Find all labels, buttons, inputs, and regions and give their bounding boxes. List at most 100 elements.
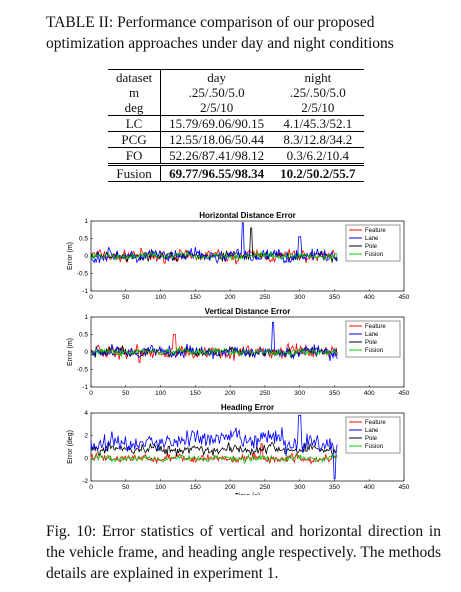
series-line-feature [90, 443, 338, 465]
table-cell: 4.1/45.3/52.1 [272, 115, 364, 132]
series-line-lane [90, 414, 338, 480]
series-line-fusion [90, 346, 338, 358]
x-tick-label: 150 [190, 294, 201, 301]
table-cell: 8.3/12.8/34.2 [272, 131, 364, 148]
x-tick-label: 50 [122, 294, 130, 301]
table-row: m .25/.50/5.0 .25/.50/5.0 [108, 85, 364, 100]
x-axis-label: Time (s) [235, 493, 260, 495]
legend-entry: Lane [365, 428, 379, 434]
y-tick-label: 0 [84, 455, 88, 462]
table-header-cell: dataset [108, 69, 162, 85]
y-tick-label: -0.5 [77, 367, 89, 374]
series-line-fusion [90, 453, 338, 464]
y-tick-label: 0.5 [79, 332, 88, 339]
y-tick-label: -0.5 [77, 271, 89, 278]
x-tick-label: 450 [399, 294, 410, 301]
table-cell: .25/.50/5.0 [289, 85, 346, 100]
x-tick-label: 400 [364, 390, 375, 397]
table-cell: 15.79/69.06/90.15 [160, 115, 273, 132]
table-header-row: dataset day night [108, 69, 364, 85]
legend-box [345, 224, 401, 262]
y-axis-label: Error (m) [67, 338, 74, 366]
table-cell: PCG [108, 131, 162, 148]
legend-entry: Fusion [365, 348, 383, 354]
x-tick-label: 400 [364, 294, 375, 301]
legend-entry: Feature [365, 324, 386, 330]
series-line-fusion [90, 250, 338, 261]
table-cell: .25/.50/5.0 [188, 85, 245, 100]
table-row: deg 2/5/10 2/5/10 [108, 100, 364, 116]
table-header-cell: night [272, 69, 364, 85]
table-cell: 2/5/10 [199, 100, 234, 115]
x-tick-label: 150 [190, 484, 201, 491]
x-tick-label: 300 [294, 484, 305, 491]
error-figure: Horizontal Distance Error 0 50 100 150 200 250… [60, 205, 420, 500]
y-tick-label: 0 [84, 349, 88, 356]
x-tick-label: 50 [122, 484, 130, 491]
table-cell: LC [108, 115, 162, 132]
x-tick-label: 200 [225, 390, 236, 397]
table-cell: 12.55/18.06/50.44 [160, 131, 273, 148]
series-line-lane [90, 222, 338, 264]
table-row: LC 15.79/69.06/90.15 4.1/45.3/52.1 [108, 115, 364, 132]
x-tick-label: 100 [155, 294, 166, 301]
x-tick-label: 250 [259, 390, 270, 397]
x-tick-label: 400 [364, 484, 375, 491]
y-tick-label: 0.5 [79, 236, 88, 243]
x-tick-label: 250 [259, 484, 270, 491]
legend-entry: Pole [365, 340, 378, 346]
table-cell: 2/5/10 [301, 100, 335, 115]
table-cell: 10.2/50.2/55.7 [272, 163, 364, 182]
legend-box [345, 416, 401, 454]
y-tick-label: -1 [82, 288, 88, 295]
chart-title: Heading Error [221, 403, 274, 412]
x-tick-label: 450 [399, 484, 410, 491]
x-tick-label: 300 [294, 390, 305, 397]
x-tick-label: 50 [122, 390, 130, 397]
plot-frame [90, 412, 405, 482]
x-tick-label: 0 [89, 294, 93, 301]
table-cell: 52.26/87.41/98.12 [160, 147, 273, 165]
legend-entry: Feature [365, 420, 386, 426]
x-tick-label: 250 [259, 294, 270, 301]
legend-entry: Feature [365, 228, 386, 234]
figure-caption: Fig. 10: Error statistics of vertical an… [46, 523, 441, 582]
x-tick-label: 350 [329, 294, 340, 301]
table-cell: FO [108, 147, 162, 165]
table-cell: 69.77/96.55/98.34 [160, 163, 273, 182]
series-line-feature [90, 334, 338, 363]
table-caption: TABLE II: Performance comparison of our … [46, 14, 394, 52]
table-row: Fusion 69.77/96.55/98.34 10.2/50.2/55.7 [108, 163, 364, 182]
x-tick-label: 200 [225, 484, 236, 491]
legend-entry: Pole [365, 244, 378, 250]
y-tick-label: 1 [84, 218, 88, 225]
y-axis-label: Error (m) [67, 242, 74, 270]
y-tick-label: -2 [82, 478, 88, 485]
table-row: PCG 12.55/18.06/50.44 8.3/12.8/34.2 [108, 131, 364, 148]
table-cell: deg [108, 100, 162, 116]
chart-title: Vertical Distance Error [205, 307, 291, 316]
y-tick-label: 2 [84, 433, 88, 440]
y-axis-label: Error (deg) [67, 430, 74, 464]
x-tick-label: 100 [155, 390, 166, 397]
x-tick-label: 350 [329, 484, 340, 491]
legend-entry: Fusion [365, 252, 383, 258]
table-header-cell: day [160, 69, 273, 85]
x-tick-label: 100 [155, 484, 166, 491]
chart-title: Horizontal Distance Error [199, 211, 295, 220]
table-cell: Fusion [108, 163, 162, 182]
table-row: FO 52.26/87.41/98.12 0.3/6.2/10.4 [108, 147, 364, 165]
y-tick-label: 1 [84, 314, 88, 321]
legend-box [345, 320, 401, 358]
table-cell: m [108, 85, 162, 100]
y-tick-label: 4 [84, 410, 88, 417]
legend-entry: Pole [365, 436, 378, 442]
x-tick-label: 350 [329, 390, 340, 397]
legend-entry: Fusion [365, 444, 383, 450]
x-tick-label: 300 [294, 294, 305, 301]
y-tick-label: 0 [84, 253, 88, 260]
legend-entry: Lane [365, 332, 379, 338]
performance-table: dataset day night m .25/.50/5.0 .25/.50/… [108, 69, 364, 182]
x-tick-label: 150 [190, 390, 201, 397]
